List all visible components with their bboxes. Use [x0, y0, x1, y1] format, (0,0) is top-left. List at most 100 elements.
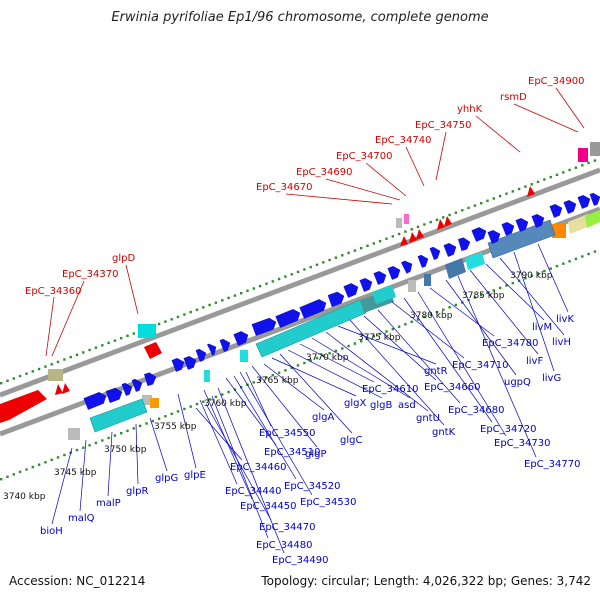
- tick-dot: [328, 258, 331, 262]
- feature-red-box: [144, 342, 162, 359]
- bottom-label-connector: [205, 403, 272, 521]
- tick-label: 3790 kbp: [510, 271, 553, 281]
- feature-blue-arrow: [401, 260, 413, 274]
- feature-blue-arrow: [359, 278, 373, 292]
- tick-dot: [555, 173, 559, 176]
- bottom-label-connector: [195, 407, 243, 461]
- tick-dot: [88, 444, 91, 447]
- tick-dot: [233, 294, 237, 297]
- tick-dot: [562, 262, 565, 265]
- tick-dot: [69, 355, 72, 359]
- feature-red-mark: [55, 384, 63, 395]
- tick-dot: [486, 199, 489, 202]
- tick-dot: [37, 463, 41, 466]
- tick-dot: [290, 273, 293, 276]
- top-label-connector: [285, 193, 393, 205]
- tick-dot: [524, 185, 527, 188]
- tick-dot: [360, 247, 363, 250]
- tick-dot: [429, 220, 432, 224]
- bottom-gene-label: glgX: [344, 398, 366, 409]
- tick-dot: [75, 353, 79, 356]
- tick-dot: [593, 250, 597, 253]
- bottom-gene-label: gntR: [424, 366, 448, 377]
- tick-dot: [296, 364, 300, 367]
- tick-dot: [536, 180, 540, 184]
- feature-blue-arrow: [471, 227, 487, 242]
- tick-dot: [6, 475, 9, 478]
- tick-dot: [290, 366, 293, 369]
- tick-dot: [467, 206, 470, 210]
- bottom-label-connector: [177, 393, 197, 469]
- top-gene-label: yhhK: [457, 104, 483, 115]
- feature-blue-arrow: [131, 378, 143, 392]
- top-gene-label: EpC_34750: [415, 120, 471, 131]
- tick-dot: [258, 284, 262, 288]
- bottom-gene-label: EpC_34710: [452, 360, 508, 371]
- top-gene-label: EpC_34700: [336, 151, 392, 162]
- tick-dot: [214, 395, 218, 399]
- tick-dot: [31, 370, 34, 373]
- bottom-gene-label: EpC_34770: [524, 459, 580, 470]
- feature-blue-arrow: [195, 348, 207, 362]
- feature-blue-arrow: [207, 343, 217, 356]
- tick-dot: [423, 223, 426, 226]
- tick-dot: [448, 306, 451, 309]
- feature-orange: [150, 398, 159, 408]
- tick-dot: [347, 344, 350, 348]
- tick-dot: [164, 415, 167, 418]
- tick-dot: [372, 335, 375, 338]
- tick-dot: [555, 264, 559, 268]
- tick-dot: [454, 303, 458, 307]
- feature-tan-bar: [568, 214, 590, 234]
- bottom-label-connector: [225, 377, 277, 446]
- bottom-label-connector: [485, 263, 545, 321]
- top-gene-labels: EpC_34360 EpC_34370 glpD EpC_34670 EpC_34690…: [25, 76, 584, 297]
- tick-dot: [221, 393, 224, 396]
- tick-dot: [568, 260, 571, 263]
- tick-dot: [132, 427, 135, 430]
- tick-dot: [536, 272, 540, 275]
- figure-title: Erwinia pyrifoliae Ep1/96 chromosome, co…: [111, 10, 489, 25]
- tick-label: 3770 kbp: [306, 353, 349, 363]
- bottom-label-connector: [79, 439, 87, 512]
- tick-dot: [208, 398, 211, 401]
- tick-dot: [277, 277, 281, 281]
- tick-dot: [227, 296, 230, 300]
- tick-dot: [189, 405, 192, 408]
- tick-dot: [511, 190, 514, 193]
- top-gene-label: glpD: [112, 253, 135, 264]
- feature-blue-arrow: [429, 246, 441, 260]
- tick-dot: [18, 374, 22, 378]
- tick-dot: [549, 267, 552, 270]
- tick-dot: [410, 228, 413, 231]
- bottom-label-connector: [107, 431, 113, 497]
- bottom-label-connector: [311, 337, 411, 399]
- bottom-gene-label: EpC_34610: [362, 384, 418, 395]
- backbone-outer: [0, 167, 600, 398]
- tick-label: 3745 kbp: [54, 468, 97, 478]
- bottom-label-connector: [217, 387, 285, 554]
- tick-dot: [498, 286, 502, 290]
- tick-dot: [12, 377, 15, 380]
- tick-dot: [101, 344, 104, 347]
- tick-dot: [549, 175, 552, 179]
- feature-blue-arrow: [121, 382, 133, 396]
- tick-labels: 3740 kbp 3745 kbp 3750 kbp 3755 kbp 3760 kbp…: [3, 271, 553, 502]
- tick-dot: [31, 465, 34, 469]
- tick-label: 3765 kbp: [256, 376, 299, 386]
- bottom-label-connector: [279, 353, 353, 434]
- bottom-gene-label: EpC_34520: [284, 481, 340, 492]
- tick-dot: [391, 235, 394, 238]
- tick-dot: [404, 230, 407, 233]
- feature-blue-arrow: [549, 204, 563, 218]
- tick-dot: [309, 265, 312, 269]
- tick-dot: [334, 349, 338, 353]
- tick-dot: [353, 342, 357, 345]
- tick-dot: [208, 303, 211, 307]
- tick-dot: [82, 446, 85, 449]
- tick-dot: [353, 249, 357, 252]
- tick-dot: [246, 289, 249, 292]
- feature-blue-arrow: [531, 214, 545, 228]
